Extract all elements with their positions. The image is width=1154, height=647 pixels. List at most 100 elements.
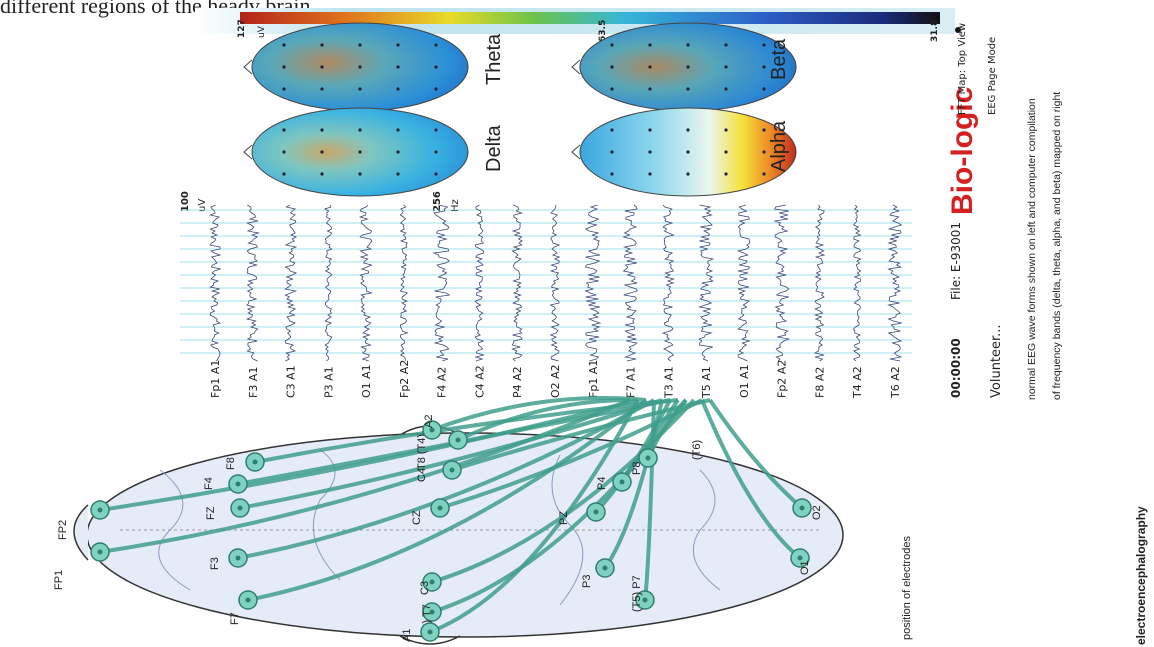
map-dot <box>610 150 613 153</box>
eeg-trace <box>624 205 638 361</box>
map-dot <box>686 150 689 153</box>
mode: FFT Map: Top View <box>957 23 968 115</box>
map-dot <box>762 128 765 131</box>
color-scale <box>240 12 940 24</box>
eeg-trace <box>210 205 220 361</box>
map-dot <box>358 65 361 68</box>
electrode-center <box>456 438 461 443</box>
map-dot <box>282 43 285 46</box>
map-dot <box>610 43 613 46</box>
electrode-label: F3 <box>209 557 221 570</box>
electrode-label: P8 <box>631 462 643 475</box>
electrode-center <box>438 506 443 511</box>
eeg-trace <box>854 205 861 361</box>
channel-label: Fp1 A1 <box>587 360 600 398</box>
time: 00:00:00 <box>949 338 963 398</box>
map-dot <box>282 65 285 68</box>
electrode-center <box>798 556 803 561</box>
map-dot <box>320 65 323 68</box>
electrode-center <box>98 508 103 513</box>
electrode-label: (T6) <box>691 440 703 460</box>
electrode-center <box>236 482 241 487</box>
electrode-label: PZ <box>558 511 570 525</box>
eeg-trace <box>400 205 407 361</box>
map-dot <box>358 43 361 46</box>
electrode-center <box>236 556 241 561</box>
map-dot <box>686 172 689 175</box>
map-dot <box>396 150 399 153</box>
nose <box>74 505 88 560</box>
eeg-trace <box>247 205 258 361</box>
amplitude-value: 100 <box>180 191 191 212</box>
channel-label: P3 A1 <box>322 366 335 398</box>
channel-label: T5 A1 <box>700 366 713 399</box>
map-dot <box>648 43 651 46</box>
map-dot <box>724 172 727 175</box>
channel-label: T6 A2 <box>889 366 902 399</box>
electrode-label: F7 <box>229 612 241 625</box>
electrode-center <box>800 506 805 511</box>
electrodes-caption: position of electrodes <box>901 536 913 640</box>
electrode-center <box>594 510 599 515</box>
electrode-center <box>98 550 103 555</box>
channel-label: F4 A2 <box>436 367 449 398</box>
scale-unit: uV <box>257 25 267 38</box>
subject: Volunteer... <box>989 324 1004 398</box>
map-label: Alpha <box>768 120 790 172</box>
eeg-trace <box>512 205 522 361</box>
page: { "header_text": "different regions of t… <box>0 0 1154 647</box>
eeg-trace <box>889 205 902 361</box>
electrode-label: T8 (T4) <box>416 434 428 470</box>
map-dot <box>282 87 285 90</box>
electrode-center <box>246 598 251 603</box>
map-dot <box>358 150 361 153</box>
map-dot <box>358 87 361 90</box>
map-dot <box>724 150 727 153</box>
eeg-trace <box>434 205 449 361</box>
map-dot <box>320 128 323 131</box>
map-dot <box>762 65 765 68</box>
electrode-label: P4 <box>596 477 608 490</box>
channel-label: T3 A1 <box>662 366 675 399</box>
electrode-label: FP1 <box>53 570 65 590</box>
electrode-label: F4 <box>203 477 215 490</box>
eeg-trace <box>738 205 750 361</box>
mode: EEG Page Mode <box>987 37 998 115</box>
electrode-label: C3 <box>419 581 431 595</box>
electrode-label: F8 <box>225 457 237 470</box>
electrode-label: (T5) P7 <box>631 575 643 612</box>
channel-label: O1 A1 <box>360 364 373 398</box>
map-dot <box>358 128 361 131</box>
channel-label: Fp2 A2 <box>398 360 411 398</box>
channel-label: T4 A2 <box>851 366 864 399</box>
channel-label: F7 A1 <box>625 367 638 398</box>
map-dot <box>320 87 323 90</box>
map-dot <box>434 172 437 175</box>
map-dot <box>648 172 651 175</box>
map-dot <box>610 128 613 131</box>
map-dot <box>762 172 765 175</box>
map-dot <box>648 150 651 153</box>
eeg-trace <box>285 205 296 361</box>
caption-line: of frequency bands (delta, theta, alpha,… <box>1051 92 1063 400</box>
figure: different regions of the headv brain 127… <box>0 0 1154 647</box>
channel-label: O1 A1 <box>738 364 751 398</box>
map-dot <box>320 150 323 153</box>
channel-label: Fp2 A2 <box>776 360 789 398</box>
eeg-trace <box>325 205 332 361</box>
electrode-label: A2 <box>423 415 435 428</box>
scale-max: 127 <box>237 19 247 38</box>
map-dot <box>396 172 399 175</box>
caption-line: normal EEG wave forms shown on left and … <box>1026 98 1038 400</box>
eeg-trace <box>815 205 824 361</box>
electrode-label: FZ <box>205 506 217 520</box>
rate-value: 256 <box>432 191 443 212</box>
map-dot <box>724 128 727 131</box>
channel-label: C4 A2 <box>473 365 486 398</box>
map-dot <box>686 65 689 68</box>
eeg-trace <box>360 205 372 361</box>
map-dot <box>762 87 765 90</box>
map-label: Beta <box>768 38 790 80</box>
map-dot <box>724 87 727 90</box>
map-dot <box>396 43 399 46</box>
